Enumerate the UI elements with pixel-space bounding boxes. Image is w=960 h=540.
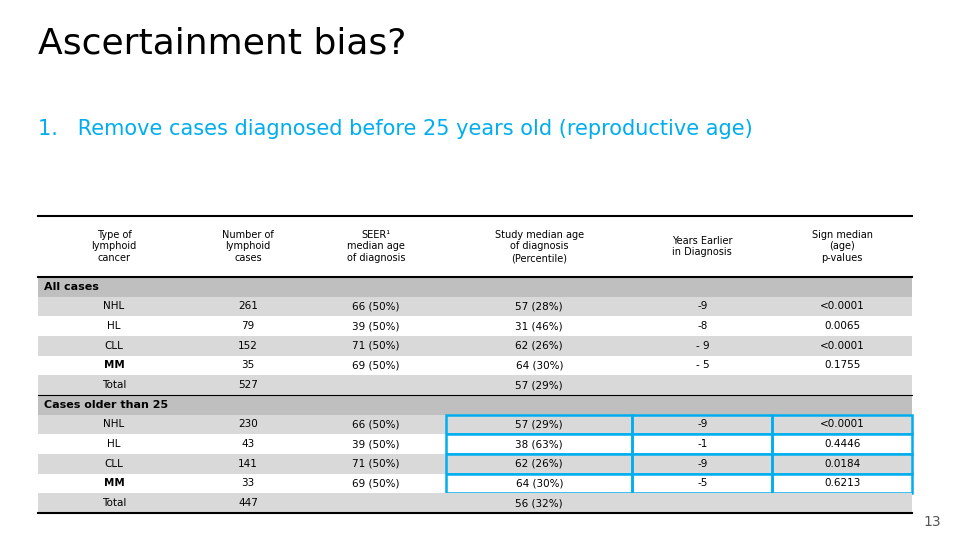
Text: 0.0184: 0.0184 — [824, 459, 860, 469]
Bar — [38, 296, 912, 316]
Text: - 5: - 5 — [696, 360, 709, 370]
Bar — [38, 474, 912, 494]
Text: 66 (50%): 66 (50%) — [352, 301, 400, 312]
Text: 57 (29%): 57 (29%) — [516, 420, 564, 429]
Text: 527: 527 — [238, 380, 258, 390]
Text: HL: HL — [108, 439, 121, 449]
Text: NHL: NHL — [104, 301, 125, 312]
Text: 71 (50%): 71 (50%) — [352, 341, 400, 351]
Text: SEER¹
median age
of diagnosis: SEER¹ median age of diagnosis — [347, 230, 405, 263]
Text: 43: 43 — [241, 439, 254, 449]
Text: -5: -5 — [697, 478, 708, 489]
Bar — [38, 494, 912, 513]
Bar — [633, 474, 772, 494]
Text: 62 (26%): 62 (26%) — [516, 341, 564, 351]
Text: Study median age
of diagnosis
(Percentile): Study median age of diagnosis (Percentil… — [494, 230, 584, 263]
Text: All cases: All cases — [44, 282, 99, 292]
Bar — [38, 356, 912, 375]
Bar — [446, 474, 633, 494]
Text: 152: 152 — [238, 341, 258, 351]
Text: 31 (46%): 31 (46%) — [516, 321, 564, 331]
Text: 69 (50%): 69 (50%) — [352, 360, 400, 370]
Text: 38 (63%): 38 (63%) — [516, 439, 564, 449]
Text: -9: -9 — [697, 459, 708, 469]
Text: -1: -1 — [697, 439, 708, 449]
Bar — [446, 454, 633, 474]
Bar — [633, 415, 772, 434]
Text: 0.1755: 0.1755 — [824, 360, 860, 370]
Bar — [38, 375, 912, 395]
Text: Total: Total — [102, 498, 127, 508]
Text: 64 (30%): 64 (30%) — [516, 478, 563, 489]
Text: 0.4446: 0.4446 — [824, 439, 860, 449]
Text: Sign median
(age)
p-values: Sign median (age) p-values — [811, 230, 873, 263]
Text: 13: 13 — [924, 515, 941, 529]
Text: -9: -9 — [697, 420, 708, 429]
Bar — [633, 454, 772, 474]
Text: 1.   Remove cases diagnosed before 25 years old (reproductive age): 1. Remove cases diagnosed before 25 year… — [38, 119, 754, 139]
Text: Ascertainment bias?: Ascertainment bias? — [38, 27, 407, 61]
Bar — [772, 454, 912, 474]
Text: -9: -9 — [697, 301, 708, 312]
Bar — [633, 434, 772, 454]
Text: 447: 447 — [238, 498, 258, 508]
Bar — [446, 434, 633, 454]
Text: 35: 35 — [241, 360, 254, 370]
Text: -8: -8 — [697, 321, 708, 331]
Text: <0.0001: <0.0001 — [820, 341, 865, 351]
Text: 0.0065: 0.0065 — [824, 321, 860, 331]
Text: - 9: - 9 — [696, 341, 709, 351]
Text: MM: MM — [104, 478, 125, 489]
Text: 62 (26%): 62 (26%) — [516, 459, 564, 469]
Text: 71 (50%): 71 (50%) — [352, 459, 400, 469]
Text: Total: Total — [102, 380, 127, 390]
Text: <0.0001: <0.0001 — [820, 301, 865, 312]
Text: 57 (28%): 57 (28%) — [516, 301, 564, 312]
Bar — [772, 415, 912, 434]
Text: 261: 261 — [238, 301, 258, 312]
Text: HL: HL — [108, 321, 121, 331]
Text: 56 (32%): 56 (32%) — [516, 498, 564, 508]
Text: 79: 79 — [241, 321, 254, 331]
Text: 39 (50%): 39 (50%) — [352, 439, 400, 449]
Text: <0.0001: <0.0001 — [820, 420, 865, 429]
Bar — [38, 277, 912, 296]
Text: 57 (29%): 57 (29%) — [516, 380, 564, 390]
Text: 0.6213: 0.6213 — [824, 478, 860, 489]
Bar — [446, 415, 633, 434]
Bar — [38, 395, 912, 415]
Text: CLL: CLL — [105, 459, 124, 469]
Text: MM: MM — [104, 360, 125, 370]
Bar — [38, 316, 912, 336]
Bar — [772, 434, 912, 454]
Text: NHL: NHL — [104, 420, 125, 429]
Text: 141: 141 — [238, 459, 258, 469]
Text: CLL: CLL — [105, 341, 124, 351]
Text: 69 (50%): 69 (50%) — [352, 478, 400, 489]
Text: Years Earlier
in Diagnosis: Years Earlier in Diagnosis — [672, 235, 732, 257]
Text: 64 (30%): 64 (30%) — [516, 360, 563, 370]
Text: 230: 230 — [238, 420, 258, 429]
Bar — [38, 434, 912, 454]
Bar — [38, 415, 912, 434]
Text: Number of
lymphoid
cases: Number of lymphoid cases — [222, 230, 274, 263]
Text: 33: 33 — [241, 478, 254, 489]
Text: Cases older than 25: Cases older than 25 — [44, 400, 168, 410]
Text: 39 (50%): 39 (50%) — [352, 321, 400, 331]
Bar — [38, 336, 912, 356]
Text: Type of
lymphoid
cancer: Type of lymphoid cancer — [91, 230, 136, 263]
Bar — [38, 454, 912, 474]
Text: 66 (50%): 66 (50%) — [352, 420, 400, 429]
Bar — [772, 474, 912, 494]
